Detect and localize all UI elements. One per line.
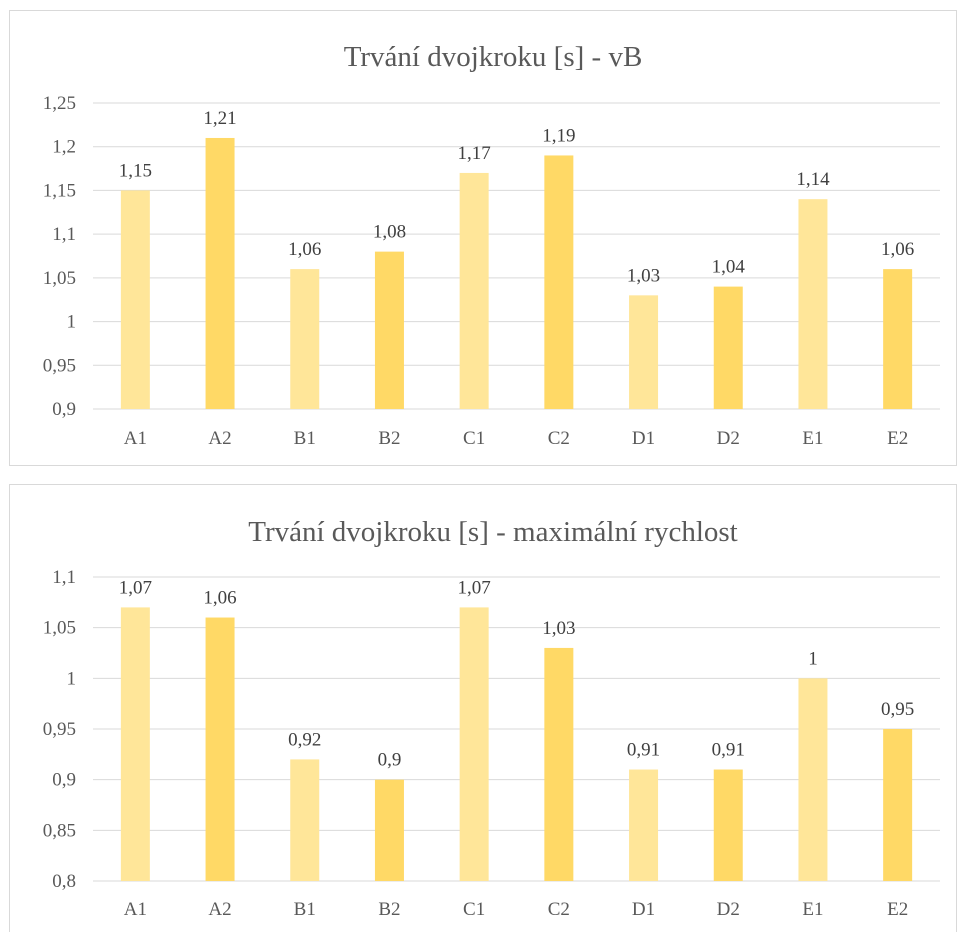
bar-c1: [459, 172, 489, 409]
x-tick-label-a2: A2: [208, 428, 231, 449]
bar-c2: [544, 155, 574, 409]
x-tick-label-c2: C2: [548, 899, 570, 920]
bar-e2: [883, 269, 913, 409]
bar-d2: [713, 769, 743, 881]
data-label-d1: 1,03: [627, 265, 660, 286]
y-tick-label: 1,25: [43, 93, 76, 114]
data-label-c2: 1,03: [542, 618, 575, 639]
y-tick-label: 0,9: [52, 770, 76, 791]
bar-d1: [629, 769, 659, 881]
x-tick-label-c1: C1: [463, 899, 485, 920]
bar-c1: [459, 607, 489, 881]
y-tick-label: 1,05: [43, 268, 76, 289]
x-tick-label-a1: A1: [124, 899, 147, 920]
data-label-e1: 1: [808, 648, 818, 669]
x-tick-label-b2: B2: [378, 428, 400, 449]
x-tick-label-e1: E1: [802, 428, 823, 449]
data-label-a2: 1,21: [203, 108, 236, 129]
data-label-a2: 1,06: [203, 588, 236, 609]
data-label-b1: 0,92: [288, 729, 321, 750]
bar-a2: [205, 137, 235, 409]
data-label-a1: 1,07: [119, 577, 152, 598]
y-tick-label: 0,9: [52, 399, 76, 420]
data-label-c1: 1,07: [458, 577, 491, 598]
x-tick-label-d2: D2: [717, 899, 740, 920]
x-tick-label-b1: B1: [294, 428, 316, 449]
y-tick-label: 1,05: [43, 618, 76, 639]
chart-title: Trvání dvojkroku [s] - maximální rychlos…: [248, 516, 737, 548]
y-tick-label: 1: [67, 312, 77, 333]
y-tick-label: 0,95: [43, 719, 76, 740]
x-tick-label-c2: C2: [548, 428, 570, 449]
data-label-a1: 1,15: [119, 160, 152, 181]
data-label-c1: 1,17: [458, 143, 491, 164]
data-label-d2: 0,91: [712, 740, 745, 761]
chart-max-speed: Trvání dvojkroku [s] - maximální rychlos…: [43, 516, 940, 920]
x-tick-label-a1: A1: [124, 428, 147, 449]
x-tick-label-e2: E2: [887, 899, 908, 920]
bar-d1: [629, 295, 659, 409]
chart-vb: Trvání dvojkroku [s] - vB 0,9 0,95 1 1,05 1,…: [43, 41, 940, 449]
x-tick-label-c1: C1: [463, 428, 485, 449]
bar-a1: [120, 190, 150, 409]
y-tick-label: 1,15: [43, 180, 76, 201]
data-label-c2: 1,19: [542, 125, 575, 146]
bar-b1: [290, 269, 320, 409]
bar-b2: [374, 251, 404, 409]
y-tick-label: 1,1: [52, 224, 76, 245]
x-tick-label-b1: B1: [294, 899, 316, 920]
y-tick-label: 0,8: [52, 871, 76, 892]
x-tick-label-e2: E2: [887, 428, 908, 449]
x-tick-label-b2: B2: [378, 899, 400, 920]
x-tick-label-d2: D2: [717, 428, 740, 449]
bar-e1: [798, 199, 828, 409]
data-label-b1: 1,06: [288, 239, 321, 260]
bar-e1: [798, 678, 828, 881]
x-tick-label-e1: E1: [802, 899, 823, 920]
data-label-b2: 0,9: [378, 750, 402, 771]
x-tick-label-d1: D1: [632, 899, 655, 920]
data-label-b2: 1,08: [373, 222, 406, 243]
y-tick-label: 1,2: [52, 137, 76, 158]
chart-panel-max-speed: Trvání dvojkroku [s] - maximální rychlos…: [9, 484, 957, 932]
data-label-e2: 1,06: [881, 239, 914, 260]
bar-a1: [120, 607, 150, 881]
bar-d2: [713, 286, 743, 409]
bar-e2: [883, 729, 913, 881]
data-label-e2: 0,95: [881, 699, 914, 720]
chart-title: Trvání dvojkroku [s] - vB: [344, 41, 643, 73]
bar-b1: [290, 759, 320, 881]
y-tick-label: 1,1: [52, 567, 76, 588]
bar-c2: [544, 647, 574, 881]
chart-panel-vb: Trvání dvojkroku [s] - vB 0,9 0,95 1 1,05 1,…: [9, 10, 957, 466]
x-tick-label-d1: D1: [632, 428, 655, 449]
y-tick-label: 0,85: [43, 820, 76, 841]
data-label-e1: 1,14: [796, 169, 830, 190]
data-label-d2: 1,04: [712, 257, 746, 278]
y-tick-label: 0,95: [43, 355, 76, 376]
bar-a2: [205, 617, 235, 881]
y-tick-label: 1: [67, 668, 77, 689]
x-tick-label-a2: A2: [208, 899, 231, 920]
data-label-d1: 0,91: [627, 740, 660, 761]
bar-b2: [374, 779, 404, 881]
